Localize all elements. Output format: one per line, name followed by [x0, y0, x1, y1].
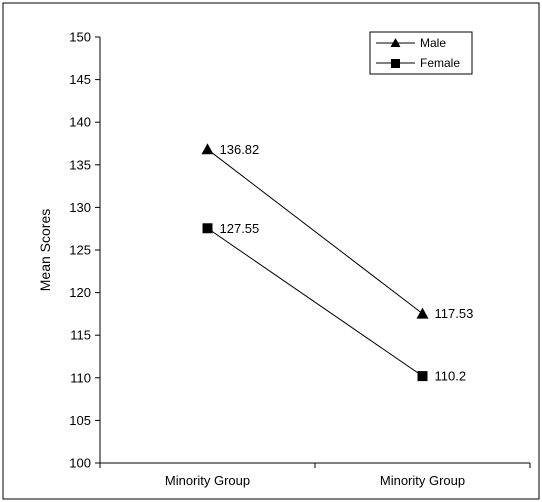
- data-point-female: [417, 371, 428, 382]
- data-label-female: 110.2: [435, 369, 467, 384]
- y-tick-label: 120: [69, 285, 91, 300]
- series-line-female: [207, 227, 423, 377]
- y-tick-label: 145: [69, 72, 91, 87]
- y-axis-ticks: 100 105 110 115 120 125 130 135 140 145 150: [69, 30, 100, 471]
- data-point-female: [202, 223, 213, 234]
- y-tick-label: 100: [69, 456, 91, 471]
- legend-female-label: Female: [420, 56, 460, 70]
- legend-male-label: Male: [420, 36, 446, 50]
- series-line-male: [207, 148, 423, 315]
- data-label-female: 127.55: [220, 221, 260, 236]
- y-tick-label: 130: [69, 200, 91, 215]
- legend-male-triangle-icon: [390, 38, 401, 47]
- legend-female-square-icon: [391, 59, 400, 68]
- y-tick-label: 115: [70, 328, 91, 343]
- y-tick-label: 110: [70, 370, 91, 385]
- y-tick-label: 140: [69, 115, 91, 130]
- data-label-male: 117.53: [435, 306, 474, 321]
- data-label-male: 136.82: [220, 142, 260, 157]
- x-tick-label: Minority Group: [165, 473, 250, 488]
- x-axis-ticks: Minority Group Minority Group: [99, 463, 531, 488]
- legend-box: [369, 31, 473, 75]
- y-tick-label: 135: [69, 157, 91, 172]
- y-axis-title: Mean Scores: [37, 209, 53, 291]
- data-point-male: [201, 143, 214, 155]
- y-tick-label: 105: [69, 413, 91, 428]
- y-tick-label: 150: [69, 30, 91, 45]
- legend: Male Female: [369, 31, 473, 75]
- x-tick-label: Minority Group: [380, 473, 465, 488]
- data-point-male: [416, 307, 429, 319]
- y-tick-label: 125: [69, 243, 91, 258]
- series-layer: 136.82 117.53 127.55 110.2: [201, 142, 474, 384]
